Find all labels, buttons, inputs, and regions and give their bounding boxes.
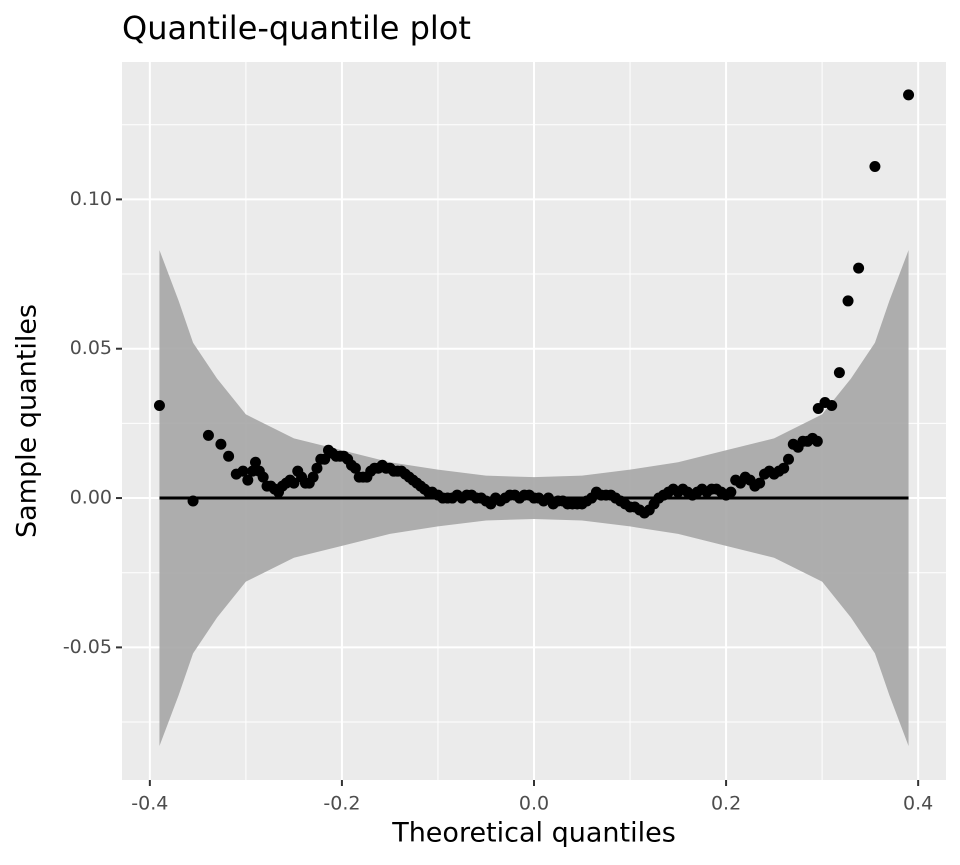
point [833,367,845,379]
point [782,453,794,465]
point [307,471,319,483]
x-tick-label: 0.2 [711,793,741,815]
point [842,295,854,307]
point [754,477,766,489]
y-tick-label: 0.05 [70,337,112,359]
chart-title: Quantile-quantile plot [122,9,471,47]
point [311,462,323,474]
y-axis-title: Sample quantiles [12,304,43,538]
point [249,456,261,468]
x-tick-label: 0.4 [903,793,933,815]
point [853,262,865,274]
point [242,474,254,486]
point [903,89,915,101]
y-tick-label: 0.00 [70,487,112,509]
point [826,399,838,411]
point [319,453,331,465]
point [153,399,165,411]
point [811,435,823,447]
point [237,465,249,477]
y-tick-label: 0.10 [70,188,112,210]
point [215,438,227,450]
point [288,477,300,489]
point [725,486,737,498]
point [778,462,790,474]
point [223,450,235,462]
point [257,471,269,483]
point [869,161,881,173]
y-tick-label: -0.05 [63,636,112,658]
point [187,495,199,507]
x-tick-label: 0.0 [519,793,549,815]
x-tick-label: -0.4 [131,793,168,815]
point [349,462,361,474]
x-axis-title: Theoretical quantiles [391,818,676,849]
point [202,429,214,441]
x-tick-label: -0.2 [323,793,360,815]
